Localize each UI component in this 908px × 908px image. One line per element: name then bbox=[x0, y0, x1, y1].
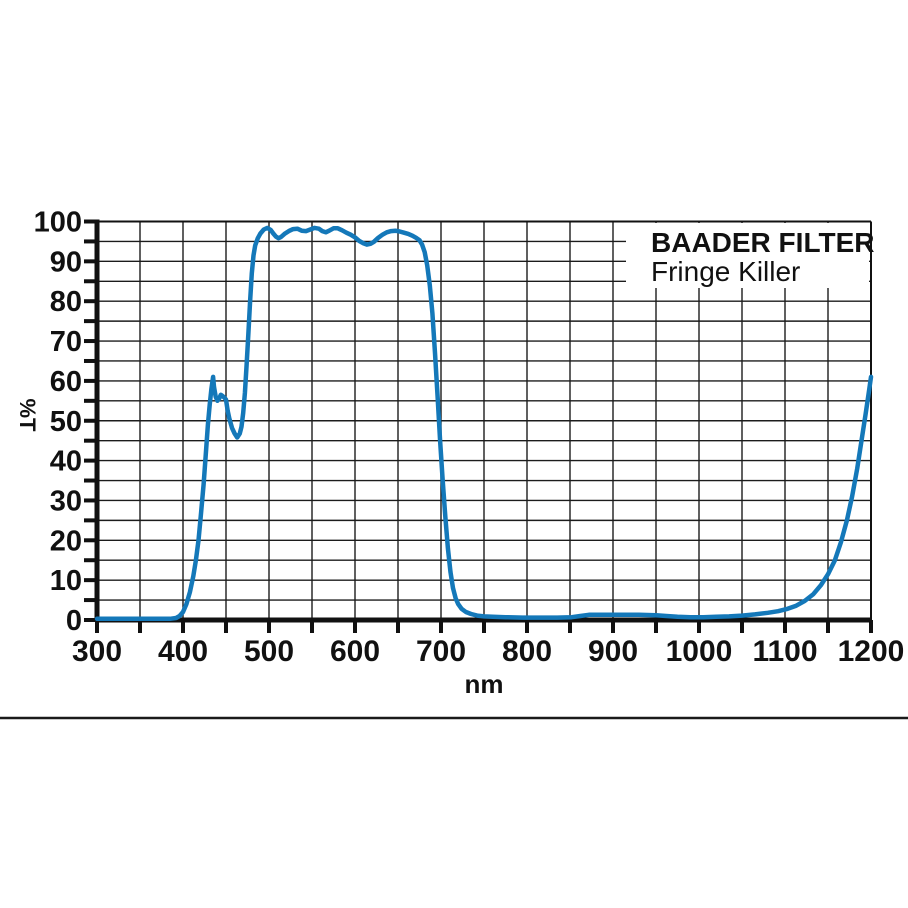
x-tick-label: 1100 bbox=[752, 635, 817, 668]
y-tick-label: 30 bbox=[50, 485, 82, 517]
axis-ticks bbox=[84, 219, 873, 633]
x-tick-label: 400 bbox=[158, 635, 208, 668]
x-axis-title: nm bbox=[465, 669, 504, 699]
x-tick-label: 1000 bbox=[666, 635, 733, 668]
x-tick-label: 500 bbox=[244, 635, 294, 668]
legend-subtitle: Fringe Killer bbox=[651, 256, 800, 287]
legend-title: BAADER FILTER bbox=[651, 227, 874, 258]
y-tick-label: 0 bbox=[66, 605, 82, 637]
y-tick-label: 90 bbox=[50, 246, 82, 278]
x-tick-label: 700 bbox=[416, 635, 466, 668]
y-tick-label: 20 bbox=[50, 525, 82, 557]
y-tick-label: 80 bbox=[50, 286, 82, 318]
x-tick-label: 900 bbox=[588, 635, 638, 668]
y-tick-label: 100 bbox=[34, 207, 82, 239]
y-tick-label: 40 bbox=[50, 446, 82, 478]
transmission-curve bbox=[94, 225, 874, 622]
x-tick-label: 600 bbox=[330, 635, 380, 668]
x-tick-label: 1200 bbox=[838, 635, 905, 668]
x-tick-label: 300 bbox=[72, 635, 122, 668]
y-tick-label: 10 bbox=[50, 565, 82, 597]
legend-box bbox=[626, 223, 869, 288]
x-tick-label: 800 bbox=[502, 635, 552, 668]
y-tick-label: 70 bbox=[50, 326, 82, 358]
y-tick-label: 50 bbox=[50, 406, 82, 438]
grid-lines bbox=[97, 221, 871, 620]
y-tick-labels: 0 10 20 30 40 50 60 70 80 90 100 bbox=[34, 207, 82, 638]
y-axis-title: %T bbox=[15, 399, 40, 433]
x-tick-labels: 300 400 500 600 700 800 900 1000 1100 1200 bbox=[72, 635, 904, 668]
y-tick-label: 60 bbox=[50, 366, 82, 398]
